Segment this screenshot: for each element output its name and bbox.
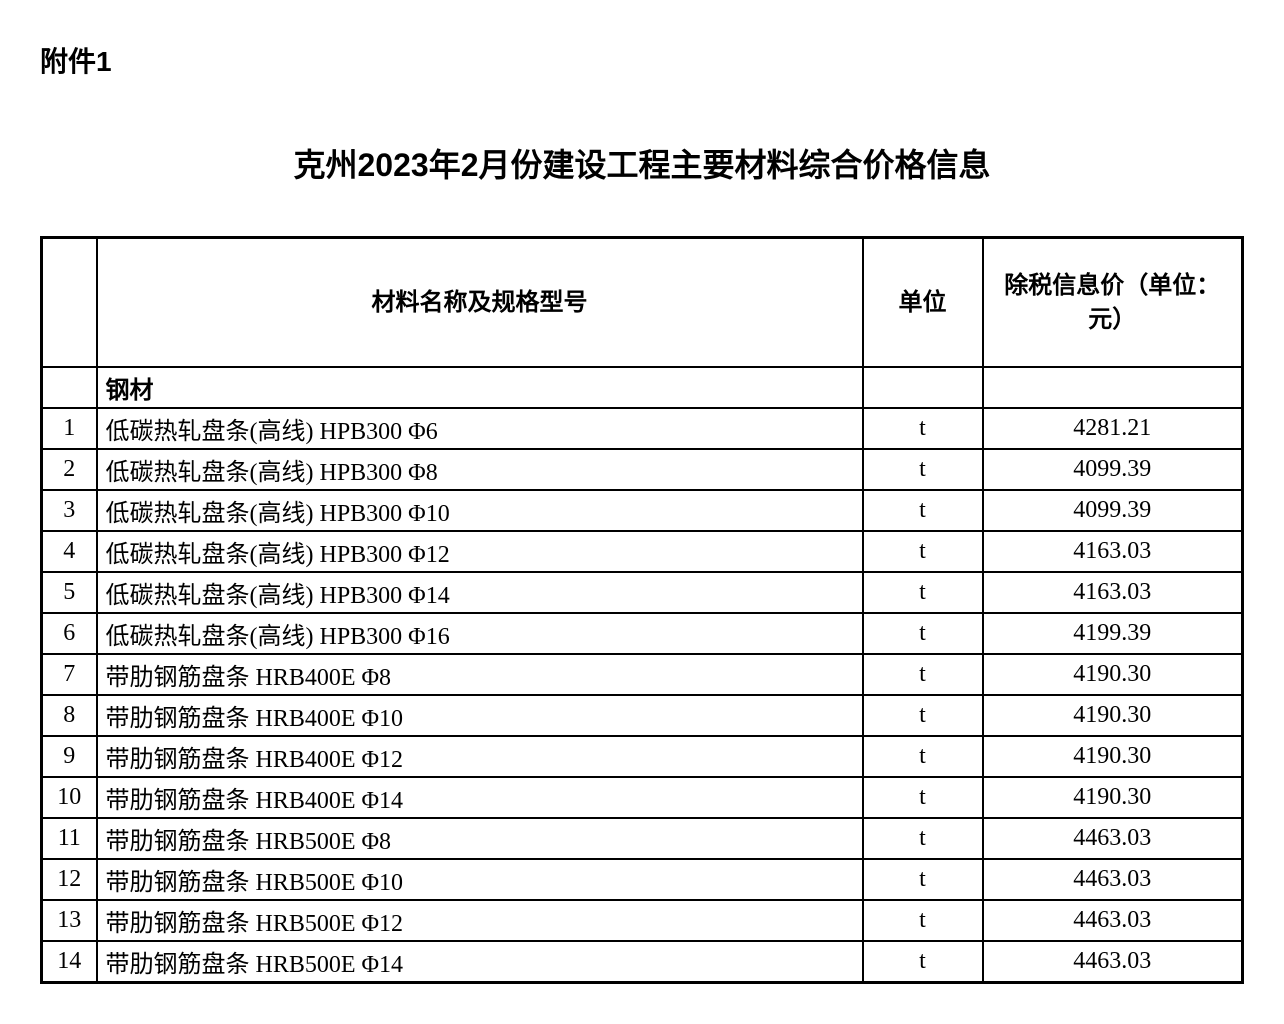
cell-price: 4463.03: [983, 859, 1243, 900]
cell-unit: t: [863, 449, 983, 490]
cell-name: 低碳热轧盘条(高线) HPB300 Φ16: [97, 613, 863, 654]
cell-price: 4099.39: [983, 490, 1243, 531]
table-row: 8 带肋钢筋盘条 HRB400E Φ10 t 4190.30: [42, 695, 1243, 736]
cell-price: 4463.03: [983, 941, 1243, 983]
cell-index: 7: [42, 654, 97, 695]
cell-price: 4163.03: [983, 531, 1243, 572]
cell-index: 14: [42, 941, 97, 983]
section-row: 钢材: [42, 367, 1243, 408]
table-row: 13 带肋钢筋盘条 HRB500E Φ12 t 4463.03: [42, 900, 1243, 941]
cell-unit: t: [863, 900, 983, 941]
cell-name: 带肋钢筋盘条 HRB400E Φ10: [97, 695, 863, 736]
cell-unit: t: [863, 941, 983, 983]
cell-name: 带肋钢筋盘条 HRB500E Φ8: [97, 818, 863, 859]
cell-price: 4163.03: [983, 572, 1243, 613]
cell-price: 4190.30: [983, 654, 1243, 695]
table-row: 3 低碳热轧盘条(高线) HPB300 Φ10 t 4099.39: [42, 490, 1243, 531]
header-name: 材料名称及规格型号: [97, 238, 863, 368]
cell-unit: t: [863, 572, 983, 613]
cell-name: 低碳热轧盘条(高线) HPB300 Φ6: [97, 408, 863, 449]
cell-index: 4: [42, 531, 97, 572]
cell-unit: t: [863, 818, 983, 859]
cell-unit: t: [863, 777, 983, 818]
cell-index: 12: [42, 859, 97, 900]
cell-index: 6: [42, 613, 97, 654]
price-table: 材料名称及规格型号 单位 除税信息价（单位：元） 钢材 1 低碳热轧盘条(高线)…: [40, 236, 1244, 984]
cell-unit: t: [863, 490, 983, 531]
document-title: 克州2023年2月份建设工程主要材料综合价格信息: [40, 140, 1244, 186]
section-unit: [863, 367, 983, 408]
cell-index: 5: [42, 572, 97, 613]
header-price: 除税信息价（单位：元）: [983, 238, 1243, 368]
section-index: [42, 367, 97, 408]
cell-name: 带肋钢筋盘条 HRB500E Φ14: [97, 941, 863, 983]
cell-index: 9: [42, 736, 97, 777]
cell-price: 4099.39: [983, 449, 1243, 490]
table-row: 6 低碳热轧盘条(高线) HPB300 Φ16 t 4199.39: [42, 613, 1243, 654]
cell-name: 带肋钢筋盘条 HRB500E Φ12: [97, 900, 863, 941]
attachment-label: 附件1: [40, 40, 1244, 80]
cell-index: 10: [42, 777, 97, 818]
cell-unit: t: [863, 654, 983, 695]
cell-index: 13: [42, 900, 97, 941]
cell-name: 低碳热轧盘条(高线) HPB300 Φ8: [97, 449, 863, 490]
section-price: [983, 367, 1243, 408]
table-row: 7 带肋钢筋盘条 HRB400E Φ8 t 4190.30: [42, 654, 1243, 695]
header-unit: 单位: [863, 238, 983, 368]
cell-index: 11: [42, 818, 97, 859]
cell-unit: t: [863, 736, 983, 777]
table-row: 14 带肋钢筋盘条 HRB500E Φ14 t 4463.03: [42, 941, 1243, 983]
cell-name: 带肋钢筋盘条 HRB400E Φ14: [97, 777, 863, 818]
table-row: 5 低碳热轧盘条(高线) HPB300 Φ14 t 4163.03: [42, 572, 1243, 613]
table-row: 9 带肋钢筋盘条 HRB400E Φ12 t 4190.30: [42, 736, 1243, 777]
cell-price: 4190.30: [983, 777, 1243, 818]
cell-unit: t: [863, 408, 983, 449]
cell-unit: t: [863, 613, 983, 654]
cell-index: 3: [42, 490, 97, 531]
table-row: 4 低碳热轧盘条(高线) HPB300 Φ12 t 4163.03: [42, 531, 1243, 572]
cell-price: 4281.21: [983, 408, 1243, 449]
cell-index: 1: [42, 408, 97, 449]
cell-name: 低碳热轧盘条(高线) HPB300 Φ14: [97, 572, 863, 613]
table-row: 12 带肋钢筋盘条 HRB500E Φ10 t 4463.03: [42, 859, 1243, 900]
cell-name: 带肋钢筋盘条 HRB500E Φ10: [97, 859, 863, 900]
cell-unit: t: [863, 859, 983, 900]
table-row: 10 带肋钢筋盘条 HRB400E Φ14 t 4190.30: [42, 777, 1243, 818]
table-row: 2 低碳热轧盘条(高线) HPB300 Φ8 t 4099.39: [42, 449, 1243, 490]
table-row: 1 低碳热轧盘条(高线) HPB300 Φ6 t 4281.21: [42, 408, 1243, 449]
cell-name: 带肋钢筋盘条 HRB400E Φ12: [97, 736, 863, 777]
cell-price: 4199.39: [983, 613, 1243, 654]
table-row: 11 带肋钢筋盘条 HRB500E Φ8 t 4463.03: [42, 818, 1243, 859]
section-name: 钢材: [97, 367, 863, 408]
cell-index: 2: [42, 449, 97, 490]
cell-unit: t: [863, 695, 983, 736]
table-header-row: 材料名称及规格型号 单位 除税信息价（单位：元）: [42, 238, 1243, 368]
cell-name: 低碳热轧盘条(高线) HPB300 Φ10: [97, 490, 863, 531]
cell-price: 4463.03: [983, 900, 1243, 941]
cell-price: 4190.30: [983, 736, 1243, 777]
cell-price: 4190.30: [983, 695, 1243, 736]
table-body: 钢材 1 低碳热轧盘条(高线) HPB300 Φ6 t 4281.21 2 低碳…: [42, 367, 1243, 983]
cell-index: 8: [42, 695, 97, 736]
cell-unit: t: [863, 531, 983, 572]
cell-name: 低碳热轧盘条(高线) HPB300 Φ12: [97, 531, 863, 572]
cell-price: 4463.03: [983, 818, 1243, 859]
cell-name: 带肋钢筋盘条 HRB400E Φ8: [97, 654, 863, 695]
header-index: [42, 238, 97, 368]
